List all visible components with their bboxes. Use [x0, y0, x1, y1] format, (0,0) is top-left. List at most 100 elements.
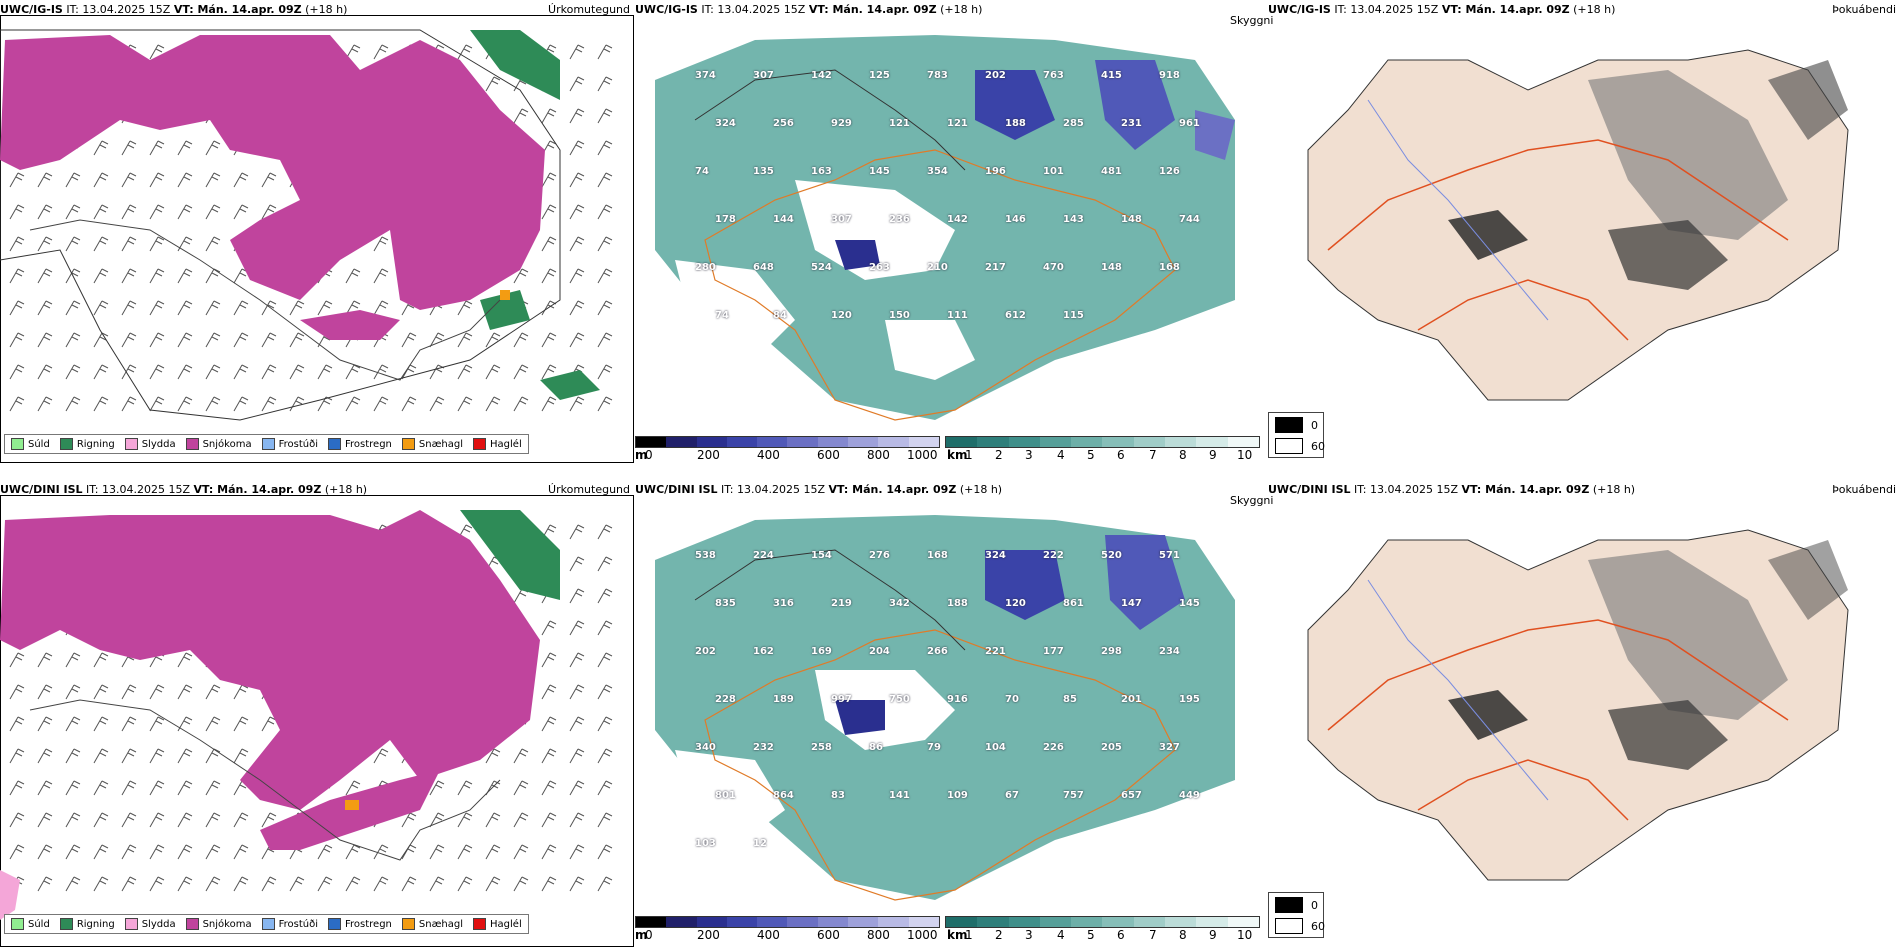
ceiling-color-bar [635, 436, 940, 448]
color-bar-segment [817, 917, 849, 927]
ceiling-value-label: 226 [1043, 742, 1064, 753]
color-bar-segment [1071, 917, 1103, 927]
ceiling-value-label: 146 [1005, 214, 1026, 225]
ceiling-value-label: 177 [1043, 646, 1064, 657]
ceiling-visibility-map-row1: UWC/IG-IS IT: 13.04.2025 15Z VT: Mán. 14… [635, 0, 1265, 465]
ceiling-value-label: 178 [715, 214, 736, 225]
color-bar-segment [1227, 917, 1259, 927]
ceiling-value-label: 125 [869, 70, 890, 81]
ceiling-value-label: 276 [869, 550, 890, 561]
ceiling-value-label: 520 [1101, 550, 1122, 561]
ceiling-value-label: 74 [695, 166, 709, 177]
ceiling-value-label: 111 [947, 310, 968, 321]
ceiling-value-label: 861 [1063, 598, 1084, 609]
ceiling-value-label: 224 [753, 550, 774, 561]
legend-item: Slydda [124, 438, 176, 450]
ceiling-value-label: 228 [715, 694, 736, 705]
ceiling-value-label: 202 [695, 646, 716, 657]
color-bar-segment [1039, 917, 1072, 927]
ceiling-value-label: 285 [1063, 118, 1084, 129]
ceiling-value-label: 79 [927, 742, 941, 753]
map-frame [0, 495, 634, 947]
precip-type-legend: Súld Rigning Slydda Snjókoma Frostúði Fr… [4, 914, 529, 934]
ceiling-value-label: 657 [1121, 790, 1142, 801]
ceiling-visibility-map-row2: UWC/DINI ISL IT: 13.04.2025 15Z VT: Mán.… [635, 480, 1265, 950]
color-bar-segment [908, 437, 939, 447]
ceiling-value-label: 70 [1005, 694, 1019, 705]
color-bar-segment [1102, 437, 1134, 447]
ceiling-value-label: 342 [889, 598, 910, 609]
ceiling-value-label: 744 [1179, 214, 1200, 225]
ceiling-value-label: 538 [695, 550, 716, 561]
ceiling-value-label: 961 [1179, 118, 1200, 129]
legend-item: Frostregn [328, 438, 392, 450]
ceiling-value-label: 201 [1121, 694, 1142, 705]
ceiling-map-graphic [655, 35, 1235, 421]
ceiling-value-label: 162 [753, 646, 774, 657]
ceiling-value-label: 145 [1179, 598, 1200, 609]
ceiling-value-label: 524 [811, 262, 832, 273]
color-bar-segment [666, 917, 697, 927]
ceiling-value-label: 232 [753, 742, 774, 753]
ceiling-map-graphic [655, 515, 1235, 901]
color-bar-segment [878, 917, 909, 927]
ceiling-value-label: 104 [985, 742, 1006, 753]
field-label: Skyggni [1230, 14, 1274, 27]
color-bar-segment [946, 917, 978, 927]
ceiling-value-label: 147 [1121, 598, 1142, 609]
ceiling-value-label: 258 [811, 742, 832, 753]
ceiling-value-label: 374 [695, 70, 716, 81]
ceiling-value-label: 148 [1101, 262, 1122, 273]
color-bar-segment [696, 917, 727, 927]
legend-item: Rigning [59, 438, 115, 450]
ceiling-value-label: 648 [753, 262, 774, 273]
ceiling-value-label: 142 [811, 70, 832, 81]
ceiling-value-label: 195 [1179, 694, 1200, 705]
ceiling-value-label: 188 [947, 598, 968, 609]
panel-title: UWC/DINI ISL IT: 13.04.2025 15Z VT: Mán.… [635, 483, 1003, 496]
ceiling-value-label: 74 [715, 310, 729, 321]
color-bar-segment [1196, 917, 1228, 927]
ceiling-value-label: 168 [1159, 262, 1180, 273]
color-bar-segment [757, 437, 788, 447]
fog-map-graphic [1307, 529, 1849, 881]
ceiling-value-label: 236 [889, 214, 910, 225]
ceiling-value-label: 307 [753, 70, 774, 81]
panel-title: UWC/IG-IS IT: 13.04.2025 15Z VT: Mán. 14… [1268, 3, 1616, 16]
ceiling-value-label: 141 [889, 790, 910, 801]
legend-item: Snæhagl [401, 438, 463, 450]
ceiling-value-label: 168 [927, 550, 948, 561]
visibility-scale: km 1 2 3 4 5 6 7 8 9 10 [945, 916, 1265, 946]
color-bar-segment [1071, 437, 1103, 447]
field-label: Þokuábendi [1832, 3, 1896, 16]
color-bar-segment [1133, 437, 1166, 447]
ceiling-value-label: 84 [773, 310, 787, 321]
ceiling-value-label: 120 [831, 310, 852, 321]
ceiling-value-label: 196 [985, 166, 1006, 177]
color-bar-segment [726, 437, 758, 447]
color-bar-segment [757, 917, 788, 927]
panel-title: UWC/DINI ISL IT: 13.04.2025 15Z VT: Mán.… [0, 483, 368, 496]
ceiling-value-label: 415 [1101, 70, 1122, 81]
ceiling-value-label: 324 [985, 550, 1006, 561]
color-bar-segment [908, 917, 939, 927]
ceiling-scale: m 0 200 400 600 800 1000 [635, 916, 945, 946]
ceiling-value-label: 864 [773, 790, 794, 801]
ceiling-value-label: 470 [1043, 262, 1064, 273]
color-bar-segment [977, 917, 1009, 927]
ceiling-value-label: 143 [1063, 214, 1084, 225]
precip-map-graphic [0, 510, 613, 920]
ceiling-value-label: 144 [773, 214, 794, 225]
color-bar-segment [817, 437, 849, 447]
ceiling-value-label: 763 [1043, 70, 1064, 81]
ceiling-value-label: 307 [831, 214, 852, 225]
visibility-color-bar [945, 436, 1260, 448]
ceiling-value-label: 169 [811, 646, 832, 657]
ceiling-value-label: 154 [811, 550, 832, 561]
ceiling-value-label: 12 [753, 838, 767, 849]
ceiling-value-label: 135 [753, 166, 774, 177]
legend-item: Frostúði [261, 918, 318, 930]
ceiling-value-label: 103 [695, 838, 716, 849]
field-label: Þokuábendi [1832, 483, 1896, 496]
ceiling-value-label: 801 [715, 790, 736, 801]
